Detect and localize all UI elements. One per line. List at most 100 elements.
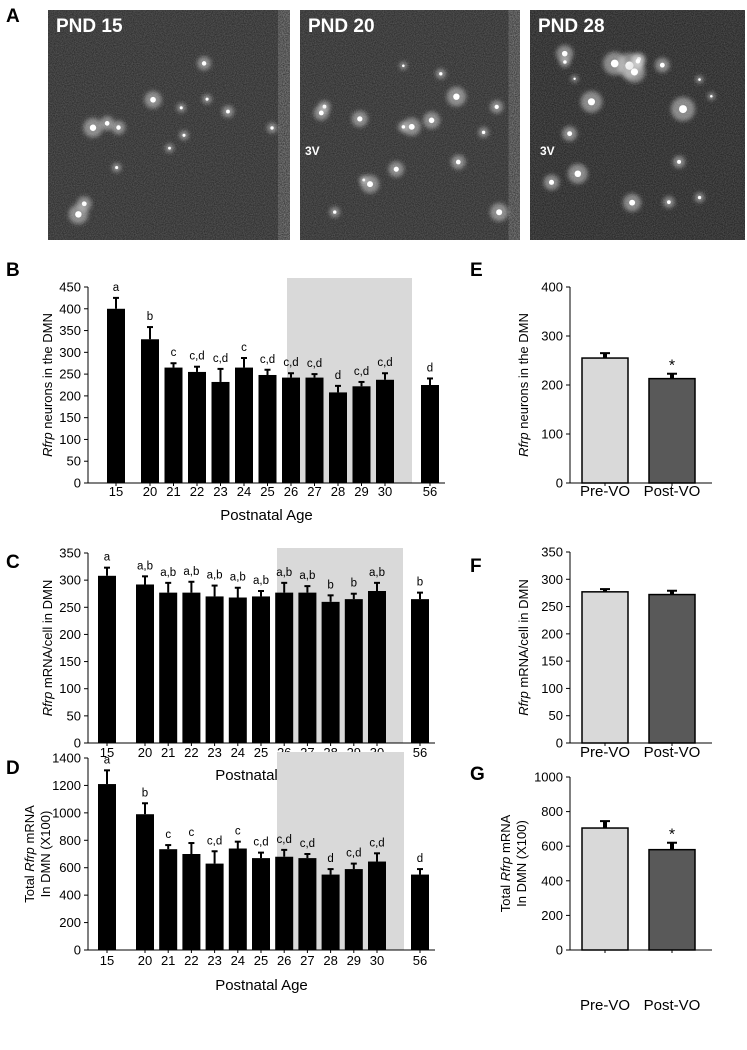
cell	[428, 117, 435, 124]
y-tick-label: 200	[541, 626, 563, 641]
significance-label: b	[147, 311, 153, 323]
cell	[205, 97, 209, 101]
y-axis-label-part: mRNA	[498, 814, 513, 856]
y-axis-label-part: Total	[22, 872, 37, 903]
cell	[318, 110, 324, 116]
bar	[235, 367, 253, 483]
significance-label: c,d	[346, 848, 361, 860]
cell	[610, 59, 619, 68]
bar	[98, 575, 116, 743]
y-tick-label: 0	[556, 943, 563, 958]
cell	[494, 104, 499, 109]
y-axis-label: Total Rfrp mRNA	[22, 805, 37, 903]
x-tick-label: 22	[184, 745, 198, 760]
x-tick-label: 27	[300, 953, 314, 968]
bar	[581, 591, 629, 744]
cell	[573, 77, 576, 81]
bar	[344, 599, 363, 743]
y-axis-label-part: In DMN (X100)	[514, 820, 529, 907]
cell	[481, 130, 486, 135]
significance-label: a,b	[207, 570, 223, 582]
x-tick-label: Post-VO	[644, 997, 701, 1014]
cell	[439, 72, 443, 76]
x-tick-label: 22	[190, 484, 204, 499]
x-tick-label: Post-VO	[644, 744, 701, 761]
y-tick-label: 400	[541, 873, 563, 888]
cell	[666, 200, 671, 205]
image-marker: 3V	[540, 144, 555, 158]
x-tick-label: 25	[254, 745, 268, 760]
bar	[275, 592, 294, 743]
cell	[89, 124, 97, 131]
cell	[179, 106, 183, 110]
significance-label: a,b	[230, 572, 246, 584]
x-tick-label: 26	[277, 953, 291, 968]
y-tick-label: 200	[541, 378, 563, 393]
significance-label: b	[142, 787, 148, 799]
y-axis-label: Rfrp mRNA/cell in DMN	[40, 580, 55, 717]
significance-label: c	[171, 347, 177, 359]
cell	[567, 131, 573, 137]
cell	[630, 68, 639, 76]
significance-label: b	[351, 578, 357, 590]
y-tick-label: 200	[541, 908, 563, 923]
y-axis-label: Rfrp neurons in the DMN	[40, 313, 55, 457]
y-tick-label: 250	[59, 367, 81, 382]
y-axis-label-part: mRNA	[22, 805, 37, 847]
bar	[298, 858, 317, 950]
x-tick-label: 24	[237, 484, 251, 499]
y-tick-label: 0	[556, 476, 563, 491]
significance-label: c	[235, 826, 241, 838]
x-axis-label: Postnatal Age	[215, 977, 308, 994]
cell	[635, 58, 641, 64]
bar	[228, 597, 247, 743]
significance-label: c,d	[189, 351, 204, 363]
panel-label: G	[470, 764, 485, 785]
cell	[698, 78, 701, 81]
y-tick-label: 200	[59, 388, 81, 403]
cell	[75, 211, 82, 218]
panel-label: C	[6, 552, 20, 573]
y-axis-label-part: neurons in the DMN	[40, 313, 55, 432]
significance-label: a,b	[160, 567, 176, 579]
bar	[368, 591, 386, 743]
x-tick-label: 25	[260, 484, 274, 499]
bar	[164, 367, 183, 483]
cell	[496, 209, 503, 216]
bar	[321, 874, 340, 950]
y-axis-label-part: Rfrp	[516, 691, 531, 716]
significance-label: a,b	[253, 575, 269, 587]
image-marker: 3V	[305, 144, 320, 158]
x-tick-label: 23	[213, 484, 227, 499]
bar	[136, 814, 154, 950]
image-marker: 3V	[28, 139, 43, 153]
panel-label: E	[470, 260, 483, 281]
panel-label: B	[6, 260, 20, 281]
y-tick-label: 50	[67, 454, 81, 469]
bar	[205, 863, 224, 950]
y-axis-label-part: Rfrp	[516, 432, 531, 457]
significance-label: c,d	[253, 837, 268, 849]
y-tick-label: 150	[541, 654, 563, 669]
y-tick-label: 300	[541, 329, 563, 344]
significance-label: c	[241, 342, 247, 354]
y-tick-label: 400	[59, 301, 81, 316]
x-tick-label: 20	[138, 745, 152, 760]
y-axis-label-part: mRNA/cell in DMN	[40, 580, 55, 692]
cell	[408, 123, 415, 130]
y-axis-label-part: Rfrp	[498, 857, 513, 882]
bar	[421, 385, 439, 483]
y-tick-label: 800	[541, 804, 563, 819]
significance-label: *	[669, 827, 675, 844]
y-tick-label: 100	[541, 681, 563, 696]
bar	[252, 858, 270, 950]
significance-label: c,d	[207, 835, 222, 847]
bar	[329, 392, 347, 483]
cell	[333, 210, 337, 214]
y-tick-label: 50	[67, 708, 81, 723]
bar	[648, 593, 696, 744]
x-tick-label: 56	[413, 745, 427, 760]
bar	[182, 854, 201, 950]
x-tick-label: 29	[347, 953, 361, 968]
